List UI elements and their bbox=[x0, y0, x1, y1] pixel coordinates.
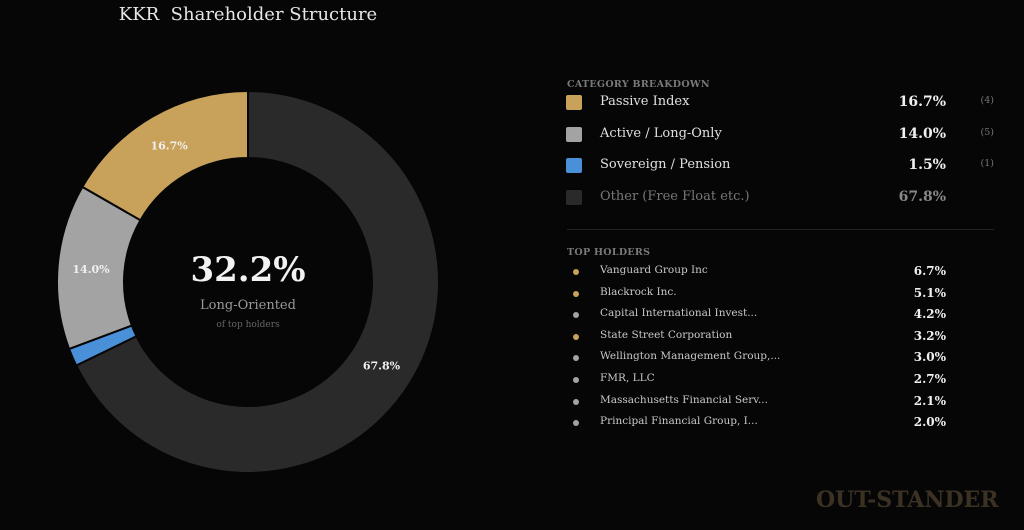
holder-percent: 2.0% bbox=[913, 415, 946, 430]
divider bbox=[567, 229, 994, 230]
holder-name: State Street Corporation bbox=[600, 328, 733, 341]
category-breakdown-heading: CATEGORY BREAKDOWN bbox=[567, 79, 710, 90]
top-holders-heading: TOP HOLDERS bbox=[567, 247, 651, 258]
holder-dot-icon bbox=[573, 333, 579, 340]
holder-percent: 5.1% bbox=[913, 285, 946, 300]
category-percent: 1.5% bbox=[908, 157, 946, 173]
center-value: 32.2% bbox=[190, 250, 305, 290]
holder-percent: 3.0% bbox=[913, 350, 946, 365]
category-name: Passive Index bbox=[600, 94, 690, 109]
slice-label: 67.8% bbox=[363, 360, 401, 373]
holder-row: State Street Corporation 3.2% bbox=[566, 329, 966, 347]
slice-passive-index bbox=[81, 89, 249, 222]
holder-dot-icon bbox=[573, 312, 579, 319]
category-swatch bbox=[566, 95, 582, 110]
category-percent: 16.7% bbox=[898, 94, 946, 110]
watermark-logo: OUT-STANDER bbox=[816, 487, 999, 513]
slice-label: 14.0% bbox=[72, 263, 110, 276]
category-percent: 67.8% bbox=[898, 188, 946, 205]
holder-row: Wellington Management Group,... 3.0% bbox=[566, 350, 966, 368]
holder-row: FMR, LLC 2.7% bbox=[566, 372, 966, 390]
category-count: (5) bbox=[980, 126, 994, 138]
category-row: Active / Long-Only 14.0% (5) bbox=[566, 126, 996, 146]
holder-row: Capital International Invest... 4.2% bbox=[566, 307, 966, 325]
holder-dot-icon bbox=[573, 398, 579, 405]
holder-name: Wellington Management Group,... bbox=[600, 350, 781, 363]
holder-name: Blackrock Inc. bbox=[600, 285, 677, 298]
chart-title: KKR Shareholder Structure bbox=[118, 4, 378, 25]
holder-dot-icon bbox=[573, 355, 579, 362]
holder-row: Vanguard Group Inc 6.7% bbox=[566, 264, 966, 282]
category-row: Other (Free Float etc.) 67.8% bbox=[566, 189, 996, 209]
category-swatch bbox=[566, 158, 582, 173]
category-count: (1) bbox=[980, 158, 994, 169]
holder-row: Massachusetts Financial Serv... 2.1% bbox=[566, 394, 966, 412]
holder-dot-icon bbox=[573, 290, 579, 297]
category-name: Active / Long-Only bbox=[600, 125, 722, 141]
holder-percent: 3.2% bbox=[913, 328, 946, 343]
holder-dot-icon bbox=[573, 420, 579, 427]
holder-name: Massachusetts Financial Serv... bbox=[600, 393, 768, 406]
holder-percent: 4.2% bbox=[913, 307, 946, 322]
category-swatch bbox=[566, 126, 582, 142]
holder-row: Principal Financial Group, I... 2.0% bbox=[566, 415, 966, 433]
category-count: (4) bbox=[980, 95, 994, 106]
category-row: Sovereign / Pension 1.5% (1) bbox=[566, 157, 996, 177]
holder-percent: 2.1% bbox=[913, 393, 946, 408]
holder-row: Blackrock Inc. 5.1% bbox=[566, 286, 966, 304]
category-swatch bbox=[566, 189, 582, 205]
slice-other-free-float-etc bbox=[74, 89, 440, 474]
holder-percent: 2.7% bbox=[913, 372, 946, 386]
holder-dot-icon bbox=[573, 377, 579, 383]
center-label: Long-Oriented bbox=[200, 298, 296, 313]
category-row: Passive Index 16.7% (4) bbox=[566, 94, 996, 114]
donut-chart: 67.8% 14.0% 16.7% 32.2% Long-Oriented of t… bbox=[56, 89, 440, 474]
center-sublabel: of top holders bbox=[216, 320, 280, 330]
slice-label: 16.7% bbox=[150, 140, 188, 153]
holder-name: Capital International Invest... bbox=[600, 307, 758, 320]
holder-name: FMR, LLC bbox=[600, 372, 655, 384]
holder-percent: 6.7% bbox=[913, 264, 946, 278]
category-name: Other (Free Float etc.) bbox=[600, 188, 750, 204]
holder-dot-icon bbox=[573, 269, 579, 275]
category-percent: 14.0% bbox=[898, 125, 946, 142]
holder-name: Vanguard Group Inc bbox=[600, 264, 708, 276]
holder-name: Principal Financial Group, I... bbox=[600, 415, 758, 428]
category-name: Sovereign / Pension bbox=[600, 157, 731, 172]
